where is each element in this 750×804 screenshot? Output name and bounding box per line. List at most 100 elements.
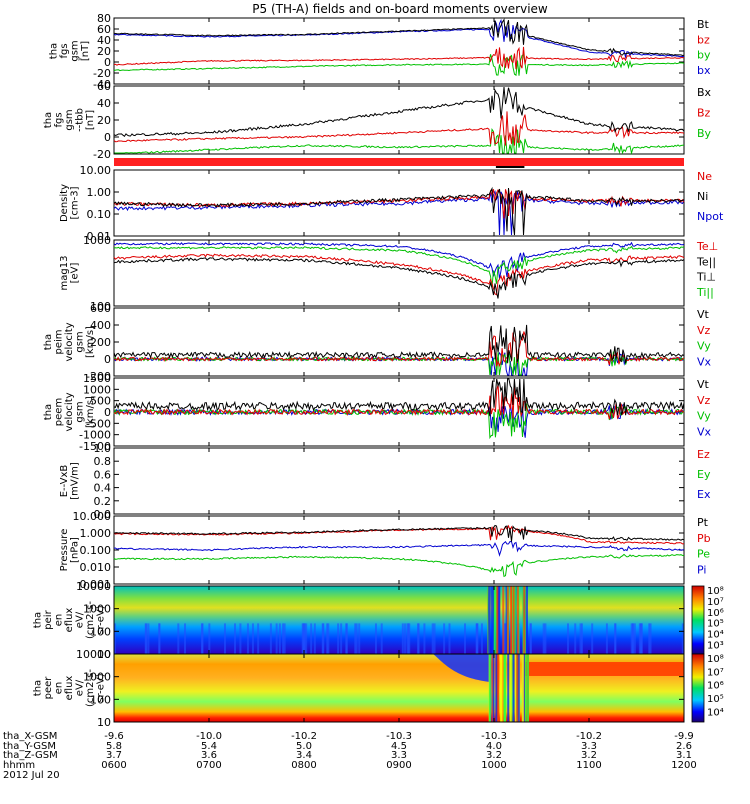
panel-frame xyxy=(113,85,685,155)
legend-density-2: Npot xyxy=(697,210,724,223)
panel-frame xyxy=(113,169,685,237)
peir-streak xyxy=(406,623,409,654)
y-tick-label: 100 xyxy=(90,625,111,638)
peir-streak xyxy=(114,623,117,654)
peir-streak xyxy=(321,623,324,654)
peir-streak xyxy=(234,623,237,654)
peir-streak xyxy=(544,623,547,654)
peer-burst xyxy=(527,654,530,722)
y-tick-label: 20 xyxy=(97,45,111,58)
peir-streak xyxy=(633,623,636,654)
y-axis-label: Density xyxy=(59,184,70,222)
peir-streak xyxy=(246,623,249,654)
peir-streak xyxy=(326,623,329,654)
series-density-npot xyxy=(113,190,685,236)
peir-streak xyxy=(302,623,305,654)
y-axis-label: peem xyxy=(54,398,65,426)
peir-streak xyxy=(337,623,340,654)
legend-temp-2: Ti⊥ xyxy=(696,271,716,284)
x-tick-label: -10.3 xyxy=(386,731,412,742)
y-axis-label: fgs xyxy=(59,43,70,58)
peir-streak xyxy=(423,623,426,654)
y-axis-label: peim xyxy=(54,329,65,354)
y-axis-label: gsm xyxy=(69,40,80,61)
peir-burst xyxy=(492,586,495,654)
x-tick-label: 3.6 xyxy=(201,750,217,761)
y-tick-label: 1500 xyxy=(83,372,111,385)
peir-streak xyxy=(275,623,278,654)
peir-streak xyxy=(380,623,383,654)
legend-pressure-3: Pi xyxy=(697,563,706,576)
y-tick-label: 40 xyxy=(97,97,111,110)
x-tick-label: 3.3 xyxy=(581,741,597,752)
legend-pressure-2: Pe xyxy=(697,548,710,561)
peir-streak xyxy=(282,623,285,654)
x-tick-label: -10.2 xyxy=(291,731,317,742)
peir-streak xyxy=(305,623,308,654)
x-tick-label: 3.7 xyxy=(106,750,122,761)
x-tick-label: 0800 xyxy=(291,760,316,771)
peer-burst xyxy=(504,654,507,722)
series-fgs-gsm-by xyxy=(113,53,685,77)
peir-streak xyxy=(310,623,313,654)
y-tick-label: -1500 xyxy=(79,440,111,453)
y-tick-label: 0.8 xyxy=(94,455,112,468)
y-tick-label: 10.000 xyxy=(73,510,112,523)
peer-burst xyxy=(516,654,519,722)
y-tick-label: -500 xyxy=(86,417,111,430)
x-tick-label: 1000 xyxy=(481,760,506,771)
y-tick-label: 1.000 xyxy=(80,527,112,540)
peir-streak xyxy=(401,623,404,654)
y-tick-label: 100 xyxy=(90,300,111,313)
series-peim-vx xyxy=(113,351,685,376)
y-tick-label: 0 xyxy=(104,131,111,144)
x-tick-label: -9.6 xyxy=(104,731,124,742)
colorbar-label: 10⁶ xyxy=(707,608,724,619)
x-tick-label: 1200 xyxy=(671,760,696,771)
y-tick-label: -200 xyxy=(86,370,111,383)
x-tick-label: 4.5 xyxy=(391,741,407,752)
peir-streak xyxy=(355,623,358,654)
peer-burst xyxy=(496,654,499,722)
peer-burst xyxy=(514,654,517,722)
panel-peir: 10000 1000 100 10 tha peir en eflux eV/(cm2-s-sr… xyxy=(33,580,724,661)
x-tick-label: 5.8 xyxy=(106,741,122,752)
peir-streak xyxy=(408,623,411,654)
y-tick-label: 0.10 xyxy=(87,208,112,221)
y-tick-label: 0.4 xyxy=(94,482,112,495)
series-pressure-pt xyxy=(113,524,685,542)
peer-hot-band xyxy=(524,662,684,676)
legend-pressure-0: Pt xyxy=(697,516,709,529)
x-tick-label: 3.3 xyxy=(391,750,407,761)
peir-streak xyxy=(358,623,361,654)
peir-burst xyxy=(509,586,512,654)
peir-burst xyxy=(497,586,500,654)
peir-streak xyxy=(605,623,608,654)
y-axis-label: [eV] xyxy=(69,263,80,284)
peir-burst xyxy=(496,586,499,654)
y-axis-label: tha xyxy=(33,612,44,628)
colorbar-label: 10⁷ xyxy=(707,597,724,608)
y-tick-label: 200 xyxy=(90,336,111,349)
x-tick-label: 3.2 xyxy=(581,750,597,761)
y-axis-label: (cm2-s- xyxy=(85,601,96,639)
x-tick-label: 1100 xyxy=(576,760,601,771)
legend-temp-0: Te⊥ xyxy=(696,240,718,253)
legend-fgs-gsm-1: bz xyxy=(697,33,710,46)
y-tick-label: 0.010 xyxy=(80,561,112,574)
y-axis-label: [km/s] xyxy=(85,326,96,358)
y-axis-label: eflux xyxy=(64,676,75,701)
x-tick-label: -10.2 xyxy=(576,731,602,742)
peir-streak xyxy=(303,623,306,654)
series-pressure-pi xyxy=(113,540,685,557)
peir-streak xyxy=(431,623,434,654)
x-row-label: tha_Y-GSM xyxy=(3,741,56,752)
y-axis-label: en xyxy=(54,682,65,695)
peir-streak xyxy=(464,623,467,654)
legend-peim-0: Vt xyxy=(697,308,710,321)
peir-streak xyxy=(566,623,569,654)
peir-streak xyxy=(184,623,187,654)
legend-density-1: Ni xyxy=(697,190,708,203)
y-tick-label: 400 xyxy=(90,319,111,332)
peir-streak xyxy=(345,623,348,654)
